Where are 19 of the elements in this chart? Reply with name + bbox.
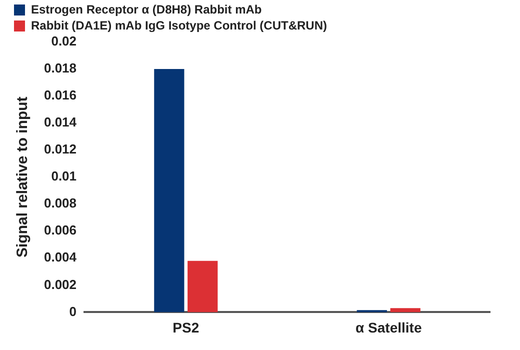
y-tick-label: 0 [69, 304, 77, 319]
bar [154, 69, 184, 312]
y-tick-label: 0.02 [51, 34, 77, 49]
y-tick-label: 0.008 [44, 196, 77, 211]
x-tick-label: α Satellite [356, 319, 422, 336]
y-tick-label: 0.012 [44, 142, 77, 157]
y-tick-label: 0.018 [44, 60, 77, 76]
x-tick-label: PS2 [172, 319, 200, 336]
bar [390, 308, 420, 312]
legend-label: Rabbit (DA1E) mAb IgG Isotype Control (CUT&RUN) [31, 18, 327, 32]
y-tick-label: 0.016 [44, 88, 77, 103]
y-tick-label: 0.002 [44, 276, 77, 292]
y-tick-label: 0.01 [51, 168, 77, 184]
y-tick-label: 0.006 [44, 222, 77, 238]
bar [188, 260, 218, 312]
y-tick-label: 0.014 [44, 114, 78, 130]
y-tick-label: 0.004 [44, 250, 78, 265]
y-axis-title: Signal relative to input [14, 96, 32, 258]
legend-label: Estrogen Receptor α (D8H8) Rabbit mAb [31, 2, 262, 16]
